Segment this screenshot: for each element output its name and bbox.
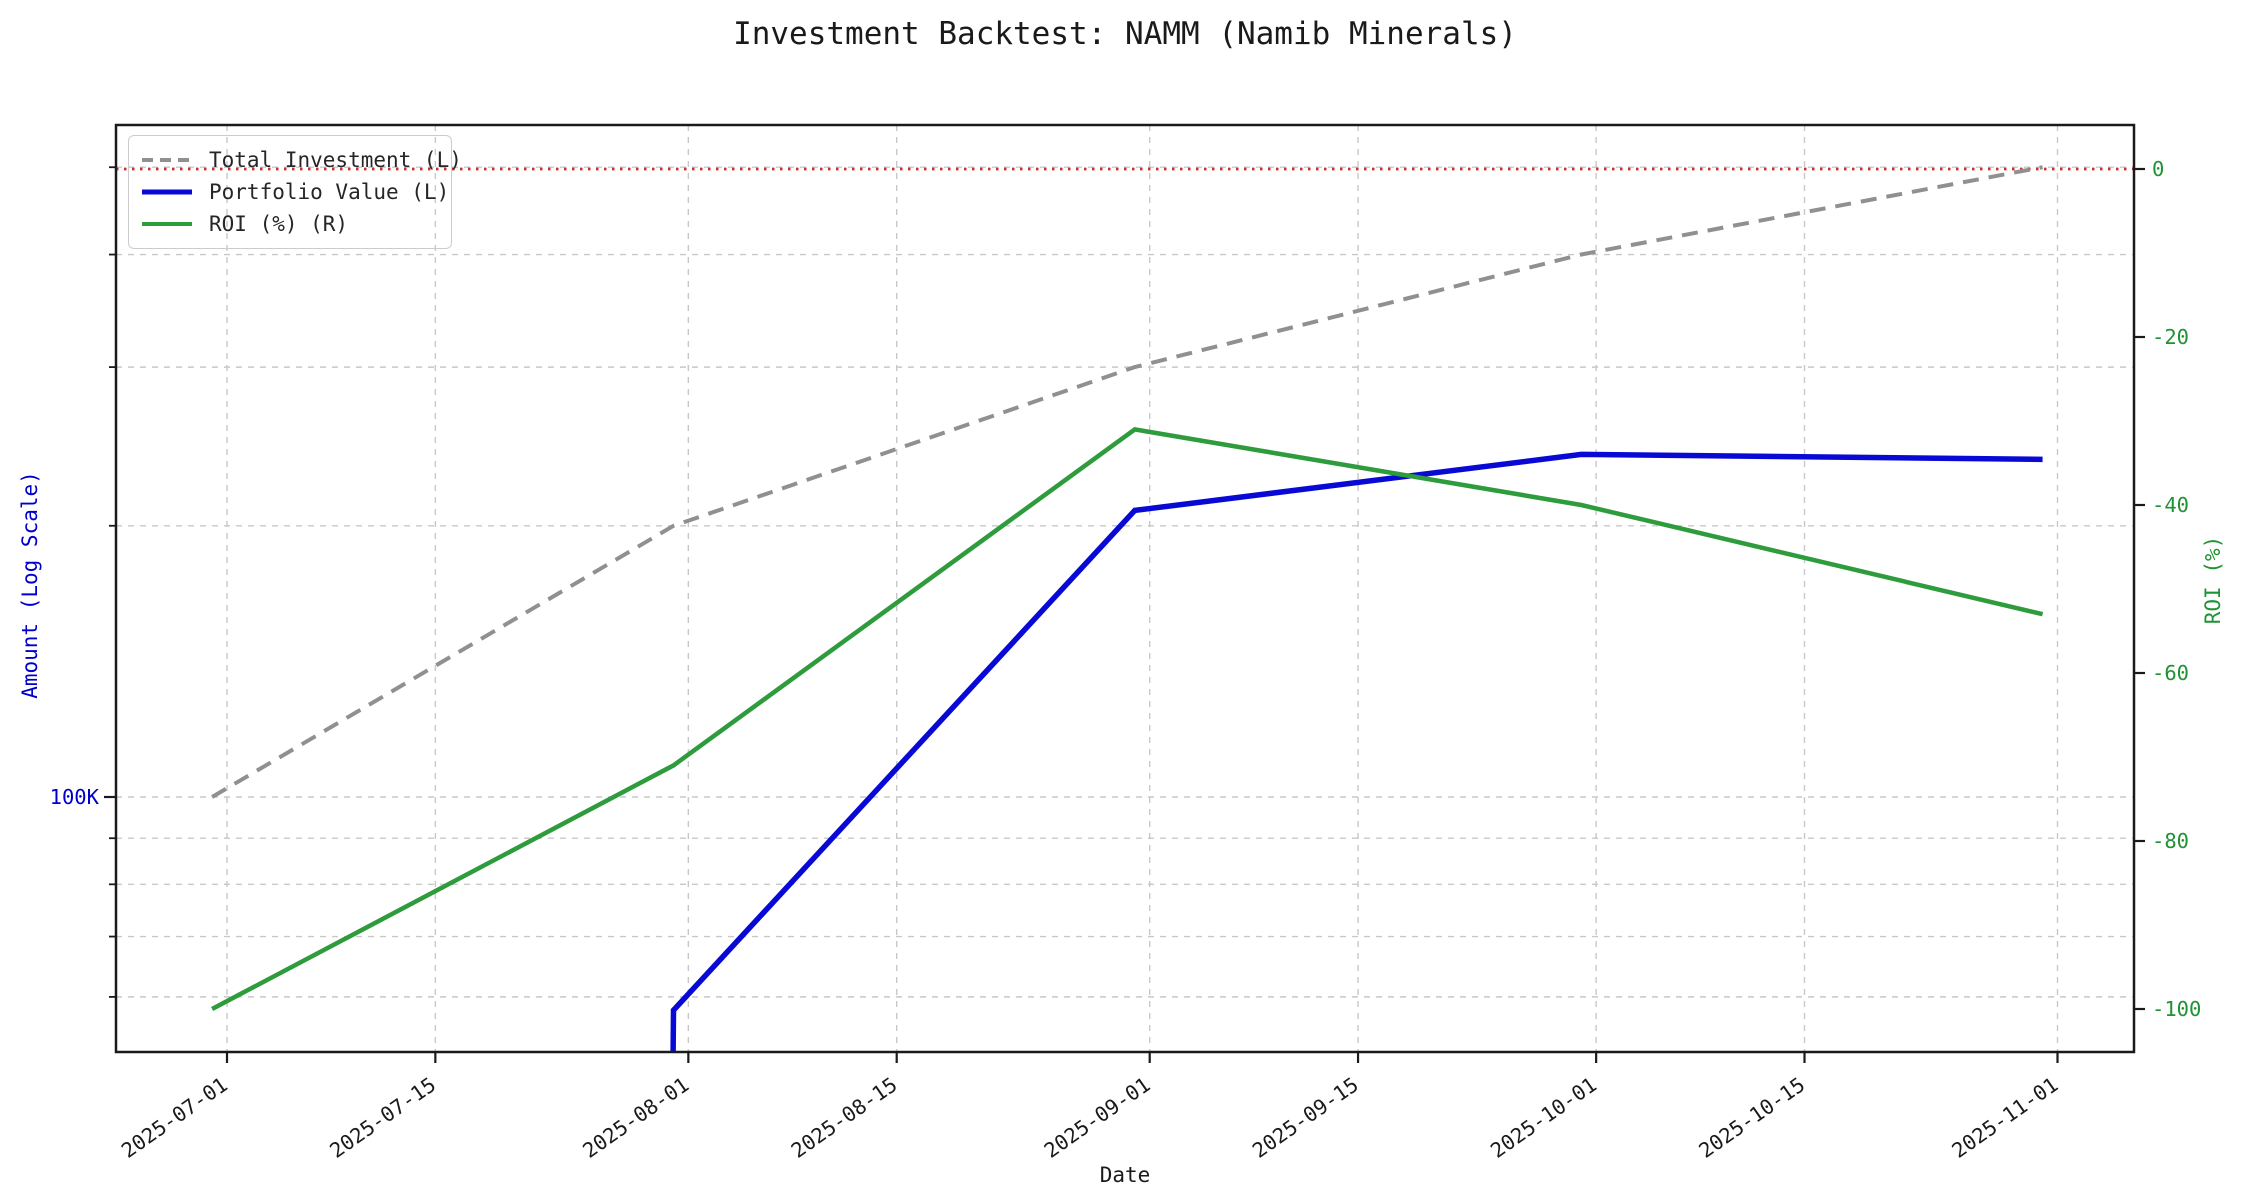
grid [116, 125, 2134, 1052]
series-line-total-investment-l [211, 165, 2043, 799]
right-axis-title: ROI (%) [2201, 535, 2225, 625]
x-tick-label: 2025-10-15 [1695, 1072, 1810, 1162]
legend: Total Investment (L) Portfolio Value (L)… [128, 135, 462, 249]
right-tick-label: -20 [2152, 325, 2189, 349]
series-line-roi-r [211, 427, 2044, 1011]
right-tick-label: -40 [2152, 493, 2189, 517]
dashed-line-swatch-icon [142, 158, 192, 162]
x-tick-label: 2025-07-15 [325, 1072, 440, 1162]
x-tick-label: 2025-09-15 [1248, 1072, 1363, 1162]
right-axis-ticks: 0 -20 -40 -60 -80 -100 [2134, 157, 2201, 1021]
solid-line-swatch-icon [142, 189, 192, 195]
x-tick-label: 2025-07-01 [117, 1072, 232, 1162]
legend-label-total-investment: Total Investment (L) [209, 148, 462, 172]
x-axis-title: Date [1099, 1163, 1151, 1187]
legend-label-roi: ROI (%) (R) [209, 212, 349, 236]
right-tick-label: -60 [2152, 661, 2189, 685]
x-tick-label: 2025-10-01 [1486, 1072, 1601, 1162]
legend-item-total-investment: Total Investment (L) [141, 144, 462, 176]
right-tick-label: -100 [2152, 997, 2201, 1021]
x-tick-label: 2025-08-01 [578, 1072, 693, 1162]
x-axis-ticks: 2025-07-01 2025-07-15 2025-08-01 2025-08-15… [117, 1052, 2062, 1163]
chart-title: Investment Backtest: NAMM (Namib Mineral… [733, 16, 1517, 52]
left-axis-title: Amount (Log Scale) [18, 471, 42, 699]
left-axis-ticks: 100K [50, 166, 116, 998]
left-tick-label: 100K [50, 785, 100, 809]
solid-line-swatch-icon [142, 222, 192, 226]
legend-item-roi: ROI (%) (R) [141, 208, 439, 240]
series-line-portfolio-value-l [670, 451, 2043, 1052]
plot-border [114, 123, 2136, 1054]
x-tick-label: 2025-09-01 [1040, 1072, 1155, 1162]
legend-label-portfolio-value: Portfolio Value (L) [209, 180, 450, 204]
x-tick-label: 2025-08-15 [787, 1072, 902, 1162]
legend-item-portfolio-value: Portfolio Value (L) [141, 176, 449, 208]
right-tick-label: -80 [2152, 829, 2189, 853]
right-tick-label: 0 [2152, 157, 2164, 181]
x-tick-label: 2025-11-01 [1948, 1072, 2063, 1162]
